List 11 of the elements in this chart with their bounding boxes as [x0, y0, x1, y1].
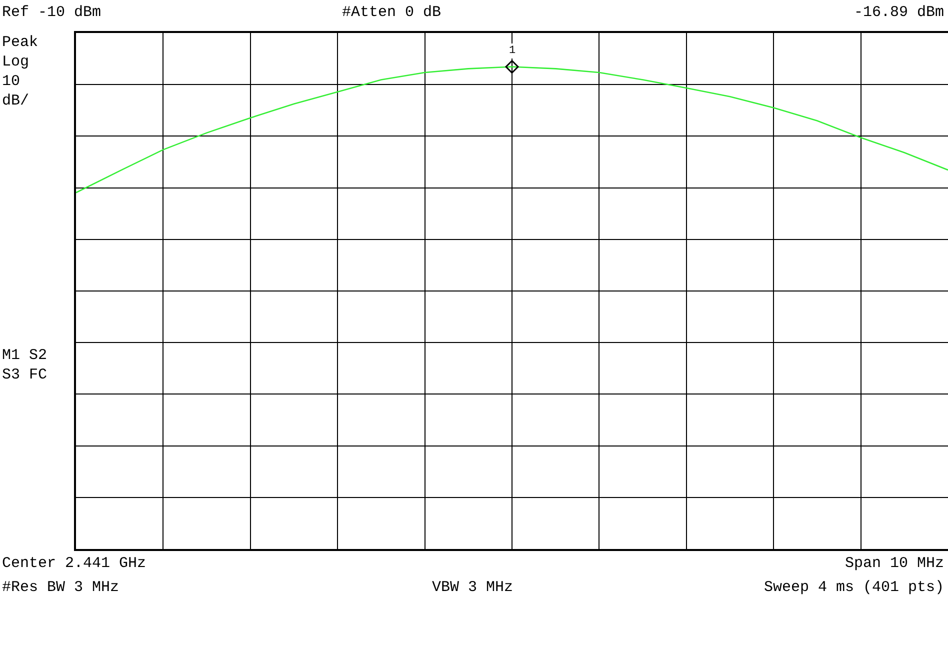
text: #Res BW 3 MHz — [2, 579, 120, 596]
text: Ref -10 dBm — [2, 4, 102, 21]
text: Span 10 MHz — [845, 555, 944, 572]
text: Peak Log 10 dB/ — [2, 34, 38, 110]
text: -16.89 dBm — [854, 4, 944, 21]
text: #Atten 0 dB — [342, 4, 442, 21]
text: M1 S2 S3 FC — [2, 347, 48, 384]
annotation: 1 — [509, 45, 516, 57]
text: Center 2.441 GHz — [2, 555, 146, 572]
text: Sweep 4 ms (401 pts) — [764, 579, 944, 596]
text: VBW 3 MHz — [432, 579, 514, 596]
